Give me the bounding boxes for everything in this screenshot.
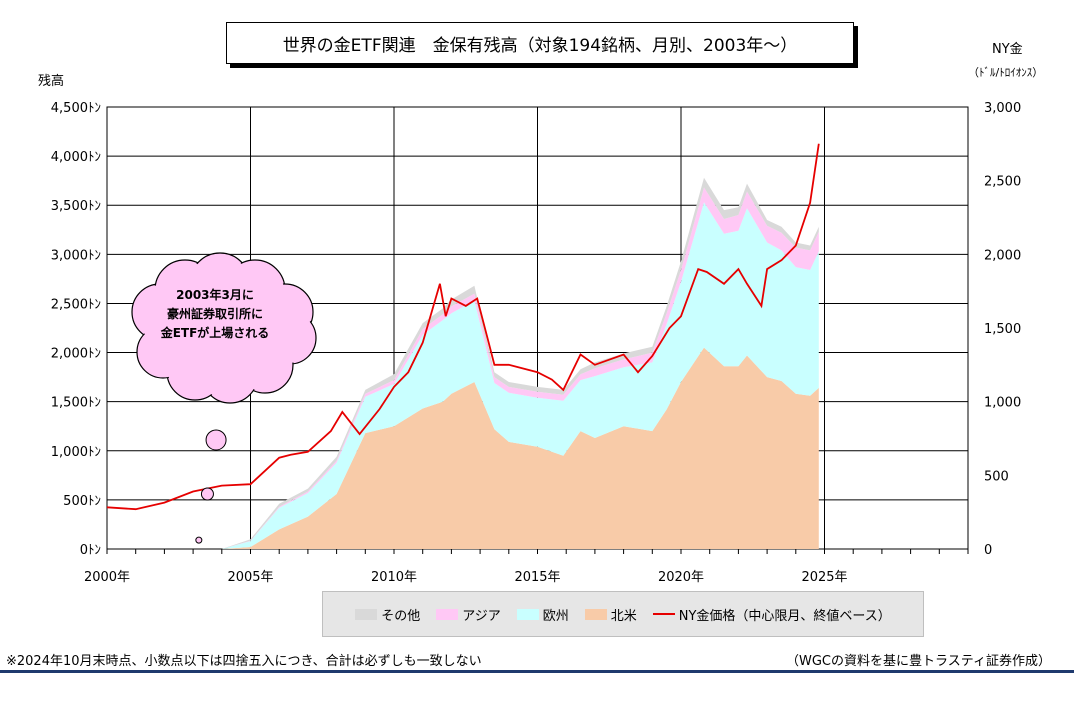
legend-label-europe: 欧州 — [542, 608, 569, 624]
legend-label-north-america: 北米 — [610, 608, 637, 624]
right-tick-label: 500 — [984, 469, 1009, 484]
callout-bubble — [131, 252, 317, 404]
bubble-point — [200, 487, 214, 501]
axis-ticks: 0ﾄﾝ 500ﾄﾝ 1,000ﾄﾝ 1,500ﾄﾝ 2,000ﾄﾝ 2,500ﾄﾝ 3,00… — [51, 101, 1021, 585]
left-tick-label: 2,500ﾄﾝ — [51, 297, 101, 312]
x-tick-label: 2005年 — [227, 570, 273, 585]
legend-swatch-other — [355, 608, 378, 620]
legend-label-other: その他 — [381, 608, 421, 624]
right-tick-label: 0 — [984, 543, 992, 558]
callout-line-3: 金ETFが上場される — [160, 326, 270, 340]
area-アジア — [198, 187, 819, 549]
right-tick-label: 1,500 — [984, 322, 1021, 337]
callout-text: 2003年3月に 豪州証券取引所に 金ETFが上場される — [150, 286, 280, 343]
legend-item-gold-price: NY金価格（中心限月、終値ベース） — [652, 605, 891, 624]
footer-rule — [0, 670, 1074, 673]
bubble-point — [195, 536, 203, 544]
left-tick-label: 1,500ﾄﾝ — [51, 396, 101, 411]
left-tick-label: 3,000ﾄﾝ — [51, 248, 101, 263]
legend-item-europe: 欧州 — [516, 605, 569, 624]
x-tick-label: 2010年 — [371, 570, 417, 585]
legend-item-north-america: 北米 — [584, 605, 637, 624]
legend-swatch-europe — [516, 608, 539, 620]
right-axis-unit: （ﾄﾞﾙ/ﾄﾛｲｵﾝｽ） — [968, 66, 1044, 79]
x-tick-label: 2000年 — [84, 570, 130, 585]
x-tick-label: 2020年 — [658, 570, 704, 585]
gold-price-line — [106, 143, 820, 511]
right-tick-label: 1,000 — [984, 396, 1021, 411]
scatter-points — [195, 429, 227, 544]
left-tick-label: 2,000ﾄﾝ — [51, 347, 101, 362]
callout-line-1: 2003年3月に — [176, 288, 254, 302]
left-tick-label: 4,000ﾄﾝ — [51, 150, 101, 165]
bubble-point — [205, 429, 227, 451]
stacked-areas — [198, 177, 819, 550]
callout-fill — [171, 279, 273, 381]
right-tick-label: 2,500 — [984, 175, 1021, 190]
left-tick-label: 1,000ﾄﾝ — [51, 445, 101, 460]
legend-swatch-asia — [436, 608, 459, 620]
right-tick-label: 3,000 — [984, 101, 1021, 116]
legend-item-asia: アジア — [436, 605, 501, 624]
legend-swatch-north-america — [584, 608, 607, 620]
callout-line-2: 豪州証券取引所に — [166, 307, 263, 321]
left-tick-label: 4,500ﾄﾝ — [51, 101, 101, 116]
left-axis-label: 残高 — [38, 74, 65, 89]
area-欧州 — [198, 202, 819, 550]
source-note: （WGCの資料を基に豊トラスティ証券作成） — [786, 654, 1051, 669]
legend-item-other: その他 — [355, 605, 420, 624]
right-axis-label: NY金 — [992, 42, 1023, 57]
legend-label-gold-price: NY金価格（中心限月、終値ベース） — [678, 608, 891, 624]
left-tick-label: 0ﾄﾝ — [80, 543, 101, 558]
right-tick-label: 2,000 — [984, 248, 1021, 263]
legend: その他 アジア 欧州 北米 NY金価格（中心限月、終値ベース） — [322, 591, 924, 637]
area-北米 — [198, 347, 819, 549]
left-tick-label: 3,500ﾄﾝ — [51, 199, 101, 214]
x-tick-label: 2025年 — [801, 570, 847, 585]
legend-label-asia: アジア — [462, 608, 501, 624]
price-line — [106, 143, 820, 511]
footnote: ※2024年10月末時点、小数点以下は四捨五入につき、合計は必ずしも一致しない — [6, 654, 482, 669]
left-tick-label: 500ﾄﾝ — [63, 494, 101, 509]
x-tick-label: 2015年 — [514, 570, 560, 585]
chart-title: 世界の金ETF関連 金保有残高（対象194銘柄、月別、2003年～） — [226, 22, 854, 64]
legend-swatch-gold-price — [652, 613, 675, 615]
